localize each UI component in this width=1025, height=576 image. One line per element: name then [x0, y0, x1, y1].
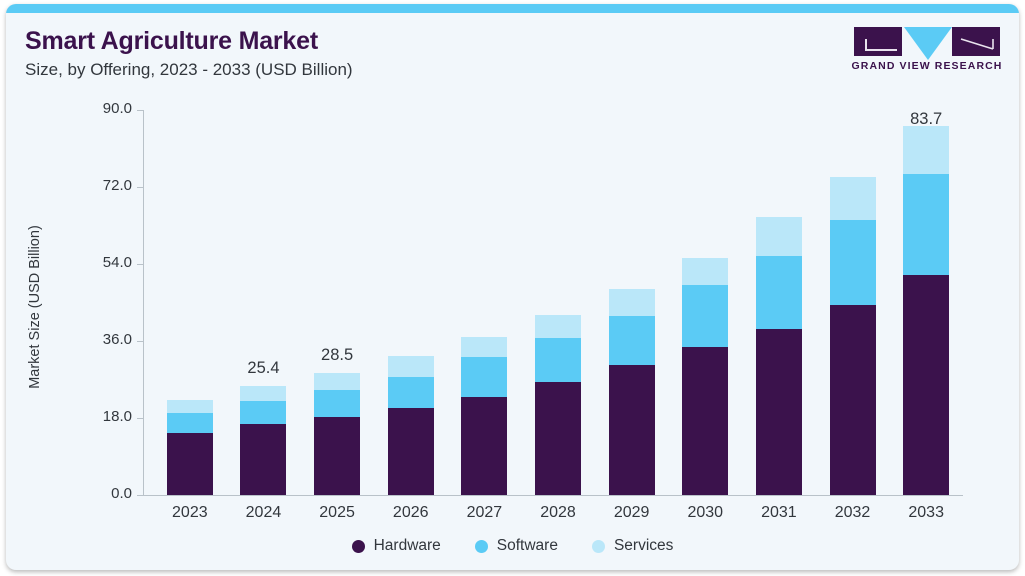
bar-segment-hardware[interactable] — [166, 432, 213, 495]
y-axis-tick-label: 54.0 — [102, 254, 132, 271]
x-axis-tick-label: 2025 — [319, 504, 355, 521]
bar-segment-software[interactable] — [387, 377, 434, 409]
bar-stack[interactable] — [461, 337, 508, 495]
legend-swatch-icon — [591, 539, 605, 553]
bar-segment-hardware[interactable] — [829, 305, 876, 495]
legend-item-hardware[interactable]: Hardware — [351, 537, 441, 555]
bar-segment-services[interactable] — [166, 399, 213, 414]
bar-chart-plot-area: Market Size (USD Billion) 0.0 18.0 36.0 54.… — [6, 4, 1019, 570]
y-axis-tick-mark — [137, 418, 143, 419]
x-axis-tick-label: 2028 — [540, 504, 576, 521]
x-axis-tick-label: 2029 — [613, 504, 650, 521]
bar-stack[interactable] — [240, 386, 287, 495]
x-axis-tick-label: 2033 — [908, 504, 944, 521]
y-axis-tick-mark — [137, 495, 143, 496]
y-axis-line — [143, 110, 144, 495]
bar-stack[interactable] — [314, 373, 361, 495]
x-axis-tick-label: 2024 — [245, 504, 282, 521]
bar-segment-software[interactable] — [314, 389, 361, 418]
x-axis-tick-label: 2026 — [392, 504, 429, 521]
bar-segment-hardware[interactable] — [608, 364, 655, 495]
bar-segment-services[interactable] — [240, 386, 287, 402]
x-axis-tick-label: 2030 — [687, 504, 724, 521]
legend-label: Hardware — [373, 537, 441, 554]
logo-triangle-icon — [904, 27, 952, 60]
bar-segment-software[interactable] — [682, 285, 729, 348]
bar-segment-services[interactable] — [755, 216, 802, 257]
bar-segment-services[interactable] — [829, 177, 876, 221]
x-axis-line — [143, 495, 963, 496]
bar-segment-software[interactable] — [240, 401, 287, 424]
y-axis-title: Market Size (USD Billion) — [27, 225, 43, 389]
bar-segment-services[interactable] — [608, 288, 655, 316]
logo-block-left-icon — [854, 27, 902, 56]
bar-segment-hardware[interactable] — [682, 347, 729, 495]
y-axis-tick-mark — [137, 187, 143, 188]
chart-legend: Hardware Software Services — [6, 537, 1019, 555]
logo-block-right-icon — [952, 27, 1000, 56]
bar-segment-services[interactable] — [682, 258, 729, 286]
y-axis-tick-mark — [137, 341, 143, 342]
accent-top-bar — [6, 4, 1019, 13]
logo-mark — [847, 18, 1007, 60]
bar-total-label: 28.5 — [321, 346, 354, 365]
bar-total-label: 25.4 — [247, 359, 280, 378]
logo-text: GRAND VIEW RESEARCH — [851, 60, 1003, 72]
bar-stack[interactable] — [608, 288, 655, 495]
bar-segment-hardware[interactable] — [461, 396, 508, 495]
legend-item-software[interactable]: Software — [474, 537, 558, 555]
bar-segment-software[interactable] — [755, 256, 802, 330]
bar-segment-software[interactable] — [608, 315, 655, 365]
x-axis-tick-label: 2027 — [466, 504, 503, 521]
chart-header: Smart Agriculture Market Size, by Offeri… — [6, 13, 1019, 91]
legend-item-services[interactable]: Services — [591, 537, 674, 555]
x-axis-tick-label: 2023 — [172, 504, 208, 521]
y-axis-tick-mark — [137, 264, 143, 265]
bar-segment-hardware[interactable] — [903, 274, 950, 495]
y-axis-tick-label: 36.0 — [102, 331, 132, 348]
y-axis-tick-label: 90.0 — [102, 100, 132, 117]
bar-stack[interactable] — [387, 355, 434, 495]
x-axis-tick-label: 2032 — [834, 504, 871, 521]
legend-label: Services — [613, 537, 674, 554]
y-axis-tick-label: 0.0 — [111, 485, 132, 502]
bar-segment-software[interactable] — [166, 413, 213, 433]
bar-segment-services[interactable] — [387, 355, 434, 378]
y-axis-tick-label: 72.0 — [102, 177, 132, 194]
bar-stack[interactable] — [829, 177, 876, 495]
bar-stack[interactable] — [166, 399, 213, 495]
page-subtitle: Size, by Offering, 2023 - 2033 (USD Bill… — [25, 60, 353, 79]
logo-notch-left-icon — [865, 39, 897, 51]
bar-segment-software[interactable] — [535, 337, 581, 383]
logo-slash-icon — [960, 38, 994, 50]
bar-segment-services[interactable] — [903, 125, 950, 175]
bar-segment-services[interactable] — [314, 373, 361, 390]
bar-segment-software[interactable] — [461, 357, 508, 397]
grand-view-research-logo: GRAND VIEW RESEARCH — [847, 18, 1007, 80]
bar-segment-hardware[interactable] — [755, 329, 802, 495]
bar-stack[interactable] — [755, 216, 802, 495]
page-title: Smart Agriculture Market — [25, 27, 318, 55]
legend-swatch-icon — [351, 539, 365, 553]
y-axis-tick-label: 18.0 — [102, 408, 132, 425]
bar-total-label: 83.7 — [910, 109, 943, 128]
bar-segment-hardware[interactable] — [387, 408, 434, 495]
bar-stack[interactable] — [682, 258, 729, 495]
y-axis-tick-mark — [137, 110, 143, 111]
bar-segment-services[interactable] — [461, 337, 508, 358]
legend-label: Software — [496, 537, 558, 554]
chart-card: Smart Agriculture Market Size, by Offeri… — [6, 4, 1019, 570]
bar-segment-services[interactable] — [535, 315, 581, 338]
bar-stack[interactable] — [535, 315, 581, 495]
bar-stack[interactable] — [903, 125, 950, 495]
bar-segment-software[interactable] — [903, 174, 950, 275]
bar-segment-hardware[interactable] — [314, 417, 361, 495]
legend-swatch-icon — [474, 539, 488, 553]
bar-segment-hardware[interactable] — [240, 423, 287, 495]
x-axis-tick-label: 2031 — [761, 504, 797, 521]
bar-segment-software[interactable] — [829, 220, 876, 306]
bar-segment-hardware[interactable] — [535, 382, 581, 495]
